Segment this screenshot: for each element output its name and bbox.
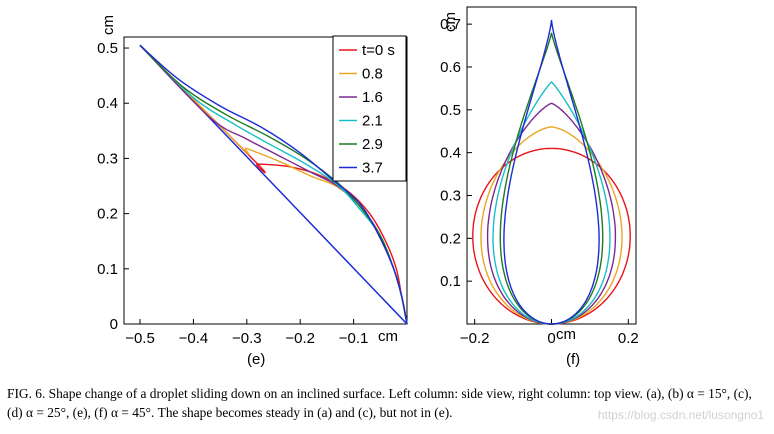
top-view-y-tick-label: 0.5	[440, 102, 461, 119]
top-view-y-tick-label: 0.3	[440, 187, 461, 204]
side-view-chart: cm cm −0.5 −0.4 −0.3 −0.2 −0.1 0 0.1 0.2 0.3 0.4 0…	[97, 15, 408, 368]
side-view-x-tick-label: −0.1	[339, 330, 369, 347]
top-view-series-0.8	[480, 126, 623, 325]
top-view-panel-label: (f)	[566, 351, 580, 368]
side-view-y-tick-label: 0	[110, 316, 118, 333]
side-view-y-unit: cm	[100, 15, 117, 35]
top-view-series-2.9	[499, 32, 604, 325]
top-view-y-tick-label: 0.2	[440, 230, 461, 247]
side-view-y-tick-label: 0.3	[97, 150, 118, 167]
side-view-x-tick-label: −0.2	[285, 330, 315, 347]
top-view-series-t0s	[472, 147, 631, 325]
top-view-y-tick-label: 0.1	[440, 273, 461, 290]
top-view-y-unit: cm	[442, 12, 459, 32]
side-view-x-unit: cm	[378, 328, 398, 345]
top-view-y-tick-label: 0.7	[440, 16, 461, 33]
top-view-x-tick-label: 0	[547, 330, 555, 347]
top-view-chart: cm cm −0.2 0 0.2 0.1 0.2 0.3 0.4 0.5 0.6 0.7 (f)	[440, 6, 639, 368]
legend-label: 1.6	[362, 89, 383, 106]
legend-label: t=0 s	[362, 42, 395, 59]
side-view-axes-box	[123, 36, 408, 325]
legend-label: 3.7	[362, 160, 383, 177]
legend-box	[332, 35, 407, 182]
side-view-x-tick-label: −0.5	[125, 330, 155, 347]
top-view-y-tick-label: 0.6	[440, 59, 461, 76]
side-view-y-tick-label: 0.2	[97, 206, 118, 223]
legend-label: 0.8	[362, 66, 383, 83]
top-view-series-2.1	[492, 81, 611, 325]
top-view-x-tick-label: 0.2	[618, 330, 639, 347]
top-view-series-1.6	[486, 102, 617, 325]
legend-label: 2.1	[362, 113, 383, 130]
side-view-panel-label: (e)	[247, 351, 265, 368]
top-view-series-3.7	[503, 19, 600, 325]
side-view-series-3.7	[139, 44, 408, 325]
side-view-x-tick-label: −0.3	[232, 330, 262, 347]
watermark: https://blog.csdn.net/lusongno1	[597, 408, 764, 422]
top-view-x-unit: cm	[556, 326, 576, 343]
side-view-y-tick-label: 0.1	[97, 261, 118, 278]
side-view-y-tick-label: 0.4	[97, 95, 118, 112]
side-view-y-tick-label: 0.5	[97, 40, 118, 57]
top-view-y-tick-label: 0.4	[440, 145, 461, 162]
legend-label: 2.9	[362, 136, 383, 153]
top-view-axes-box	[466, 6, 637, 325]
side-view-x-tick-label: −0.4	[179, 330, 209, 347]
legend: t=0 s 0.8 1.6 2.1 2.9 3.7	[332, 35, 407, 182]
figure-caption: FIG. 6. Shape change of a droplet slidin…	[7, 386, 752, 420]
top-view-x-tick-label: −0.2	[460, 330, 490, 347]
